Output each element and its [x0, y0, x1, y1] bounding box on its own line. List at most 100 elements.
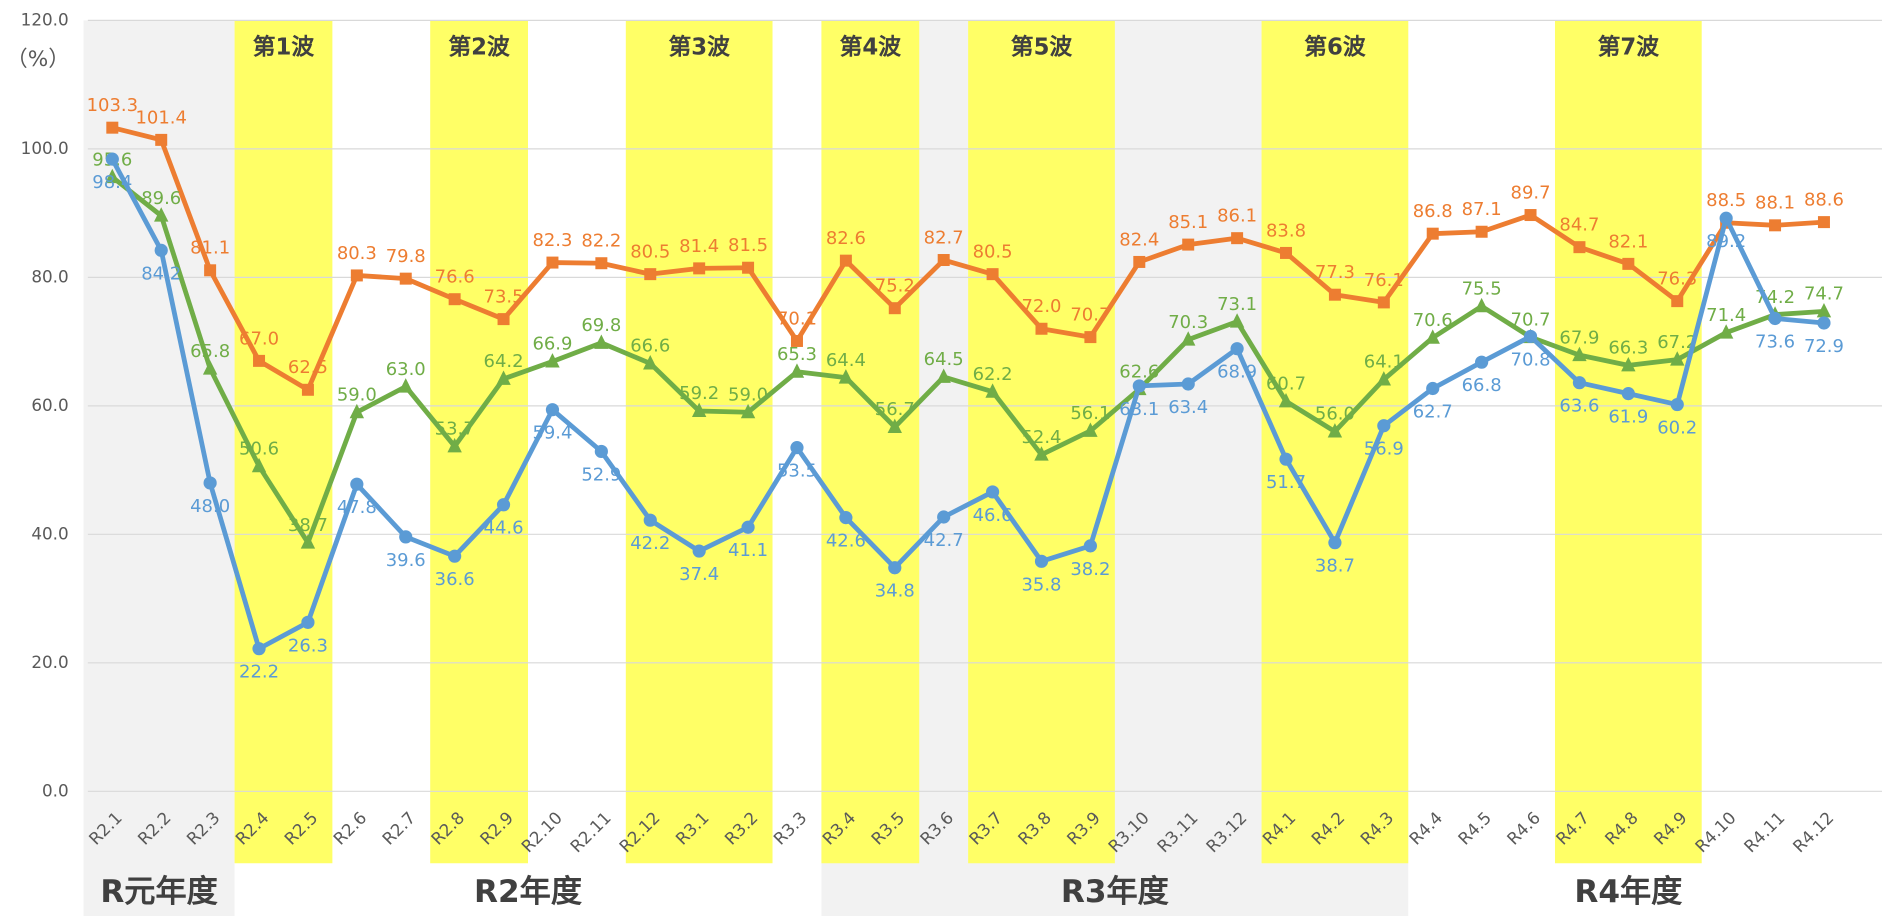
data-label: 63.6 [1559, 396, 1599, 417]
marker [1328, 288, 1341, 301]
x-tick-label: R2.6 [329, 808, 370, 849]
data-label: 62.2 [973, 364, 1013, 385]
marker [691, 402, 707, 417]
data-label: 53.5 [777, 461, 817, 482]
data-label: 67.2 [1657, 332, 1697, 353]
marker [1377, 296, 1390, 309]
series-line [110, 175, 1825, 546]
marker [1132, 379, 1146, 393]
marker [887, 418, 902, 434]
marker [838, 369, 854, 384]
data-label: 81.5 [728, 235, 768, 256]
marker [300, 534, 316, 549]
marker [1426, 381, 1440, 396]
marker [595, 257, 608, 270]
marker [789, 363, 805, 378]
wave-label: 第1波 [253, 33, 315, 60]
data-label: 59.0 [728, 384, 768, 405]
marker [1279, 452, 1293, 466]
data-label: 26.3 [288, 635, 328, 656]
marker [888, 561, 902, 575]
marker [399, 272, 412, 285]
marker [594, 444, 608, 459]
marker [546, 256, 559, 269]
marker [105, 152, 119, 166]
data-label: 70.7 [1070, 305, 1110, 326]
data-label: 76.3 [1657, 269, 1697, 290]
marker [740, 403, 756, 419]
data-label: 68.9 [1217, 362, 1257, 383]
data-label: 63.4 [1168, 397, 1208, 418]
marker [1475, 225, 1488, 238]
data-label: 67.9 [1559, 327, 1599, 348]
y-unit-label: （%） [6, 47, 70, 72]
data-label: 56.7 [875, 399, 915, 420]
marker [1719, 211, 1733, 225]
marker [106, 121, 119, 134]
data-label: 75.2 [875, 276, 915, 297]
marker [1621, 387, 1635, 401]
data-label: 88.1 [1755, 193, 1795, 214]
x-tick-label: R4.4 [1405, 808, 1446, 849]
wave-band [234, 20, 333, 864]
wave-band [430, 20, 529, 864]
data-label: 86.8 [1413, 201, 1453, 222]
data-label: 85.1 [1168, 212, 1208, 233]
marker [1034, 554, 1049, 568]
marker [1622, 257, 1635, 270]
wave-label: 第3波 [668, 33, 730, 60]
marker [349, 403, 365, 419]
data-label: 82.4 [1119, 229, 1159, 250]
data-label: 76.1 [1364, 270, 1404, 291]
data-label: 64.5 [924, 349, 964, 370]
marker [888, 302, 901, 315]
data-label: 64.2 [484, 351, 524, 372]
marker [986, 268, 999, 281]
marker [643, 355, 658, 370]
data-label: 65.8 [190, 341, 230, 362]
marker [496, 370, 511, 385]
marker [1817, 316, 1831, 330]
data-label: 80.5 [630, 242, 670, 263]
marker [1670, 351, 1685, 366]
marker [398, 378, 413, 393]
data-label: 79.8 [386, 246, 426, 267]
wave-band [968, 20, 1115, 864]
marker [447, 437, 462, 453]
data-label: 44.6 [484, 518, 524, 539]
wave-label: 第2波 [448, 33, 510, 60]
marker [1769, 219, 1782, 232]
marker [643, 513, 657, 527]
data-label: 63.0 [386, 359, 426, 380]
fiscal-year-label: R2年度 [474, 874, 583, 910]
marker [741, 520, 755, 534]
data-label: 84.2 [141, 263, 181, 284]
marker [154, 207, 169, 222]
y-tick-label: 40.0 [31, 523, 68, 543]
backgrounds [83, 19, 1882, 916]
data-label: 89.2 [1706, 231, 1746, 252]
x-tick-label: R2.7 [378, 808, 419, 849]
marker [1621, 356, 1636, 372]
marker [251, 457, 267, 473]
marker [693, 262, 706, 275]
data-label: 82.3 [532, 230, 572, 251]
data-label: 38.7 [1315, 556, 1355, 577]
data-label: 52.4 [1021, 427, 1061, 448]
wave-band [1554, 20, 1702, 864]
data-label: 60.7 [1266, 374, 1306, 395]
data-label: 88.6 [1804, 190, 1844, 211]
data-label: 52.9 [581, 464, 621, 485]
marker [350, 477, 364, 491]
y-tick-label: 60.0 [31, 395, 68, 415]
marker [399, 530, 413, 544]
data-label: 72.0 [1021, 296, 1061, 317]
marker [742, 261, 755, 274]
marker [1083, 422, 1098, 437]
data-label: 56.9 [1364, 439, 1404, 460]
data-label: 70.3 [1168, 312, 1208, 333]
data-label: 22.2 [239, 662, 279, 683]
wave-label: 第5波 [1011, 33, 1073, 60]
marker [105, 168, 120, 184]
